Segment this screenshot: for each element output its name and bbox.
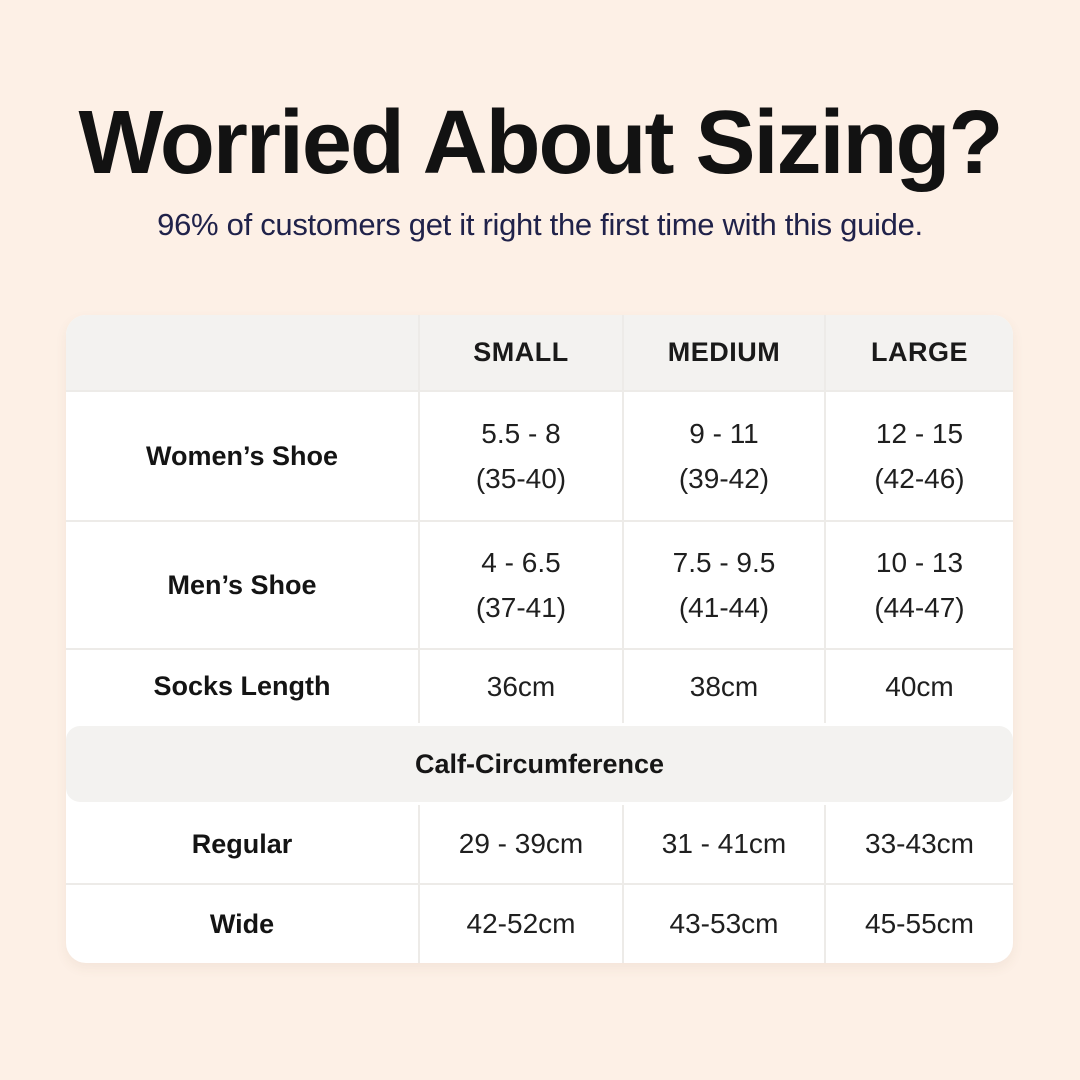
cell-regular-small: 29 - 39cm <box>418 805 622 883</box>
cell-line: 12 - 15 <box>875 417 964 449</box>
cell-line: (41-44) <box>678 592 770 623</box>
cell-line: (44-47) <box>874 592 965 623</box>
cell-line: 45-55cm <box>865 908 974 940</box>
cell-line: 29 - 39cm <box>458 828 584 860</box>
cell-womens-shoe-small: 5.5 - 8 (35-40) <box>418 390 622 520</box>
cell-line: (37-41) <box>475 592 567 623</box>
row-label-socks-length: Socks Length <box>66 648 418 723</box>
cell-line: 33-43cm <box>865 828 974 860</box>
cell-line: 31 - 41cm <box>661 828 787 860</box>
section-band-row: Calf-Circumference <box>66 723 1013 805</box>
cell-socks-length-large: 40cm <box>824 648 1013 723</box>
sizing-table: SMALL MEDIUM LARGE Women’s Shoe 5.5 - 8 … <box>66 315 1013 963</box>
column-header-medium: MEDIUM <box>622 315 824 390</box>
cell-line: 4 - 6.5 <box>481 546 561 578</box>
cell-wide-large: 45-55cm <box>824 883 1013 963</box>
cell-line: 9 - 11 <box>689 417 759 449</box>
column-header-blank <box>66 315 418 390</box>
cell-line: 42-52cm <box>466 908 576 940</box>
cell-line: (35-40) <box>475 463 567 494</box>
cell-mens-shoe-large: 10 - 13 (44-47) <box>824 520 1013 648</box>
row-label-womens-shoe: Women’s Shoe <box>66 390 418 520</box>
cell-womens-shoe-medium: 9 - 11 (39-42) <box>622 390 824 520</box>
cell-wide-small: 42-52cm <box>418 883 622 963</box>
section-header-calf-circumference: Calf-Circumference <box>66 726 1013 802</box>
cell-line: 36cm <box>486 670 556 702</box>
cell-line: 10 - 13 <box>875 546 964 578</box>
cell-line: (42-46) <box>874 463 965 494</box>
page-title: Worried About Sizing? <box>78 93 1004 193</box>
cell-regular-medium: 31 - 41cm <box>622 805 824 883</box>
column-header-small: SMALL <box>418 315 622 390</box>
cell-line: (39-42) <box>678 463 770 494</box>
column-header-large: LARGE <box>824 315 1013 390</box>
cell-line: 40cm <box>885 670 954 702</box>
cell-mens-shoe-small: 4 - 6.5 (37-41) <box>418 520 622 648</box>
cell-socks-length-medium: 38cm <box>622 648 824 723</box>
cell-wide-medium: 43-53cm <box>622 883 824 963</box>
row-label-wide: Wide <box>66 883 418 963</box>
cell-line: 38cm <box>689 670 759 702</box>
cell-line: 5.5 - 8 <box>481 417 561 449</box>
cell-socks-length-small: 36cm <box>418 648 622 723</box>
cell-line: 7.5 - 9.5 <box>672 546 776 578</box>
cell-line: 43-53cm <box>669 908 779 940</box>
cell-mens-shoe-medium: 7.5 - 9.5 (41-44) <box>622 520 824 648</box>
header: Worried About Sizing? 96% of customers g… <box>0 96 1080 243</box>
row-label-mens-shoe: Men’s Shoe <box>66 520 418 648</box>
row-label-regular: Regular <box>191 828 293 859</box>
page-subtitle: 96% of customers get it right the first … <box>157 206 923 242</box>
cell-womens-shoe-large: 12 - 15 (42-46) <box>824 390 1013 520</box>
cell-regular-large: 33-43cm <box>824 805 1013 883</box>
